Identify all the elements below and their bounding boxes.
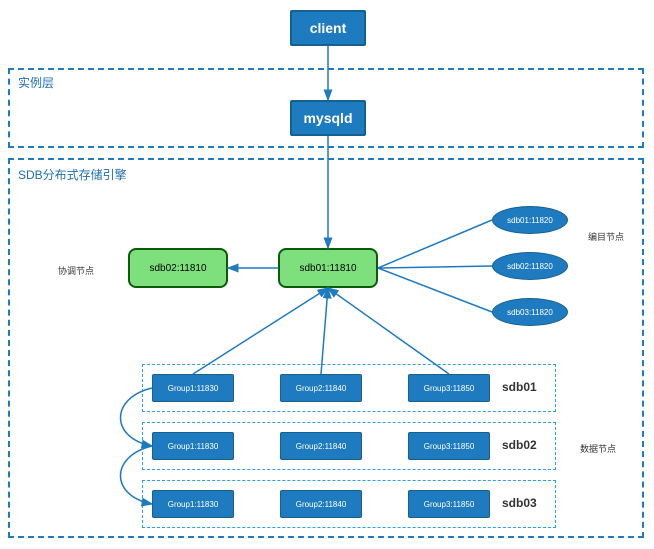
coord-main-node: sdb01:11810 [278,248,378,288]
data-row-host-2: sdb03 [502,496,537,510]
catalog-node-1: sdb02:11820 [492,252,568,280]
storage-engine-label: SDB分布式存储引擎 [18,166,127,183]
catalog-node-2: sdb03:11820 [492,298,568,326]
data-row-host-1: sdb02 [502,438,537,452]
mysqld-node: mysqld [290,100,366,136]
group-node-1-1: Group2:11840 [280,432,362,460]
group-node-1-0: Group1:11830 [152,432,234,460]
group-node-0-0: Group1:11830 [152,374,234,402]
group-node-1-2: Group3:11850 [408,432,490,460]
data-label: 数据节点 [580,442,616,455]
client-node: client [290,10,366,46]
group-node-2-0: Group1:11830 [152,490,234,518]
instance-layer-label: 实例层 [18,74,54,91]
group-node-0-1: Group2:11840 [280,374,362,402]
data-row-host-0: sdb01 [502,380,537,394]
catalog-node-0: sdb01:11820 [492,206,568,234]
group-node-0-2: Group3:11850 [408,374,490,402]
group-node-2-2: Group3:11850 [408,490,490,518]
catalog-label: 编目节点 [588,230,624,243]
coord-label: 协调节点 [58,264,94,277]
coord-backup-node: sdb02:11810 [128,248,228,288]
group-node-2-1: Group2:11840 [280,490,362,518]
